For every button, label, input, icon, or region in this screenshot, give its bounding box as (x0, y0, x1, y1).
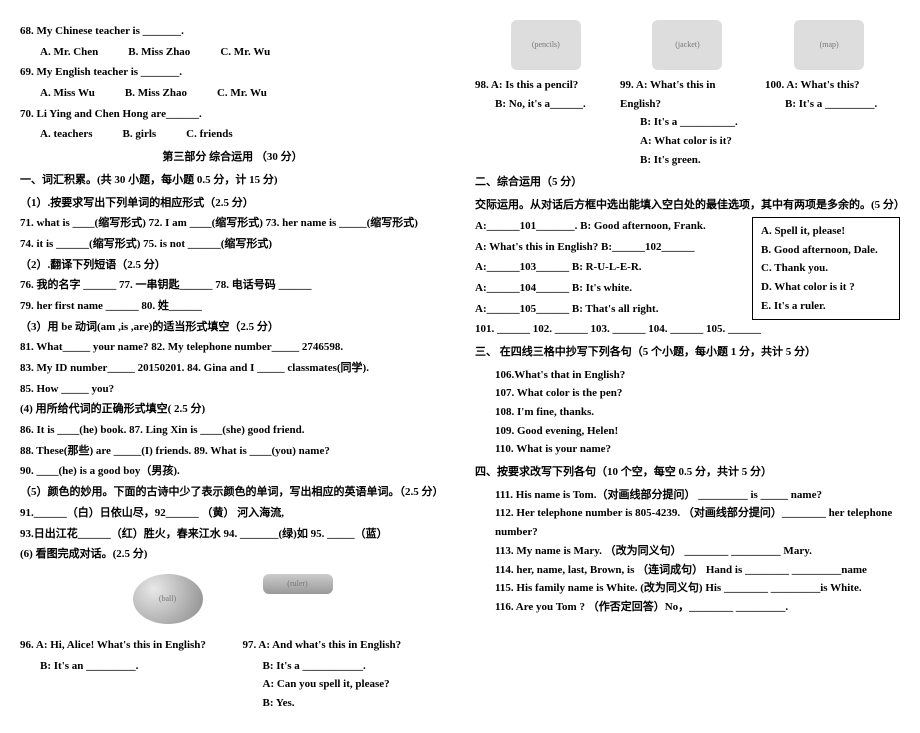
pencils-image: (pencils) (511, 20, 581, 70)
img-row: (ball) (ruler) (20, 574, 445, 624)
options-box: A. Spell it, please! B. Good afternoon, … (752, 217, 900, 320)
l114: 114. her, name, last, Brown, is （连词成句） H… (475, 561, 900, 580)
l108: 108. I'm fine, thanks. (475, 403, 900, 422)
sub1: （1）.按要求写出下列单词的相应形式（2.5 分） (20, 194, 445, 213)
q69a: A. Miss Wu (40, 87, 95, 99)
map-image: (map) (794, 20, 864, 70)
sub6: (6) 看图完成对话。(2.5 分) (20, 545, 445, 564)
l71: 71. what is ____(缩写形式) 72. I am ____(缩写形… (20, 214, 445, 233)
q68c: C. Mr. Wu (220, 46, 270, 58)
sec2desc: 交际运用。从对话后方框中选出能填入空白处的最佳选项，其中有两项是多余的。(5 分… (475, 196, 900, 215)
l85: 85. How _____ you? (20, 380, 445, 399)
q68: 68. My Chinese teacher is _______. (20, 22, 445, 41)
q69-opts: A. Miss Wu B. Miss Zhao C. Mr. Wu (20, 84, 445, 103)
img-row3: (pencils) (jacket) (map) (475, 20, 900, 70)
q69b: B. Miss Zhao (125, 87, 187, 99)
b99b: B: It's a __________. (620, 113, 755, 132)
boxB: B. Good afternoon, Dale. (761, 241, 891, 260)
l115: 115. His family name is White. (改为同义句) H… (475, 579, 900, 598)
b100b: B: It's a _________. (765, 95, 900, 114)
l109: 109. Good evening, Helen! (475, 422, 900, 441)
jacket-image: (jacket) (652, 20, 722, 70)
q96-97-row: 96. A: Hi, Alice! What's this in English… (20, 634, 445, 713)
l93: 93.日出江花______（红）胜火，春来江水 94. _______(绿)如 … (20, 525, 445, 544)
l113: 113. My name is Mary. （改为同义句） ________ _… (475, 542, 900, 561)
q98-100-row: 98. A: Is this a pencil? B: No, it's a__… (475, 76, 900, 169)
q70: 70. Li Ying and Chen Hong are______. (20, 105, 445, 124)
q70c: C. friends (186, 128, 232, 140)
q70-opts: A. teachers B. girls C. friends (20, 125, 445, 144)
q70a: A. teachers (40, 128, 93, 140)
q68a: A. Mr. Chen (40, 46, 98, 58)
b98a: 98. A: Is this a pencil? (475, 76, 610, 95)
sub2: （2）.翻译下列短语（2.5 分） (20, 256, 445, 275)
l91: 91.______（白）日依山尽，92______ （黄） 河入海流, (20, 504, 445, 523)
boxA: A. Spell it, please! (761, 222, 891, 241)
b99a: 99. A: What's this in English? (620, 76, 755, 113)
q68-opts: A. Mr. Chen B. Miss Zhao C. Mr. Wu (20, 43, 445, 62)
d6: 101. ______ 102. ______ 103. ______ 104.… (475, 320, 900, 339)
ruler-image: (ruler) (263, 574, 333, 594)
q97d: B: Yes. (243, 694, 446, 713)
boxC: C. Thank you. (761, 259, 891, 278)
l83: 83. My ID number_____ 20150201. 84. Gina… (20, 359, 445, 378)
l106: 106.What's that in English? (475, 366, 900, 385)
b100a: 100. A: What's this? (765, 76, 900, 95)
l74: 74. it is ______(缩写形式) 75. is not ______… (20, 235, 445, 254)
q96a: 96. A: Hi, Alice! What's this in English… (20, 636, 223, 655)
q70b: B. girls (123, 128, 157, 140)
l81: 81. What_____ your name? 82. My telephon… (20, 338, 445, 357)
sec1: 一、词汇积累。(共 30 小题，每小题 0.5 分，计 15 分) (20, 171, 445, 190)
sec3: 三、 在四线三格中抄写下列各句（5 个小题，每小题 1 分，共计 5 分） (475, 343, 900, 362)
q96b: B: It's an _________. (20, 657, 223, 676)
sub3: （3）用 be 动词(am ,is ,are)的适当形式填空（2.5 分） (20, 318, 445, 337)
sec4: 四、按要求改写下列各句（10 个空，每空 0.5 分，共计 5 分） (475, 463, 900, 482)
b99d: B: It's green. (620, 151, 755, 170)
q97b: B: It's a ___________. (243, 657, 446, 676)
l112: 112. Her telephone number is 805-4239. （… (475, 504, 900, 541)
sub5: （5）颜色的妙用。下面的古诗中少了表示颜色的单词，写出相应的英语单词。（2.5 … (20, 483, 445, 502)
l88: 88. These(那些) are _____(I) friends. 89. … (20, 442, 445, 461)
part3-title: 第三部分 综合运用 （30 分） (20, 148, 445, 167)
sub4: (4) 用所给代词的正确形式填空( 2.5 分) (20, 400, 445, 419)
ball-image: (ball) (133, 574, 203, 624)
q97a: 97. A: And what's this in English? (243, 636, 446, 655)
boxE: E. It's a ruler. (761, 297, 891, 316)
q97c: A: Can you spell it, please? (243, 675, 446, 694)
right-column: (pencils) (jacket) (map) 98. A: Is this … (475, 20, 900, 713)
l116: 116. Are you Tom ? （作否定回答）No，________ __… (475, 598, 900, 617)
l79: 79. her first name ______ 80. 姓______ (20, 297, 445, 316)
boxD: D. What color is it ? (761, 278, 891, 297)
l76: 76. 我的名字 ______ 77. 一串钥匙______ 78. 电话号码 … (20, 276, 445, 295)
l90: 90. ____(he) is a good boy（男孩). (20, 462, 445, 481)
q69: 69. My English teacher is _______. (20, 63, 445, 82)
b98b: B: No, it's a______. (475, 95, 610, 114)
l86: 86. It is ____(he) book. 87. Ling Xin is… (20, 421, 445, 440)
l107: 107. What color is the pen? (475, 384, 900, 403)
l110: 110. What is your name? (475, 440, 900, 459)
b99c: A: What color is it? (620, 132, 755, 151)
sec2: 二、综合运用（5 分） (475, 173, 900, 192)
q68b: B. Miss Zhao (128, 46, 190, 58)
left-column: 68. My Chinese teacher is _______. A. Mr… (20, 20, 445, 713)
dialog-area: A:______101_______. B: Good afternoon, F… (475, 217, 900, 339)
q69c: C. Mr. Wu (217, 87, 267, 99)
l111: 111. His name is Tom.（对画线部分提问） _________… (475, 486, 900, 505)
